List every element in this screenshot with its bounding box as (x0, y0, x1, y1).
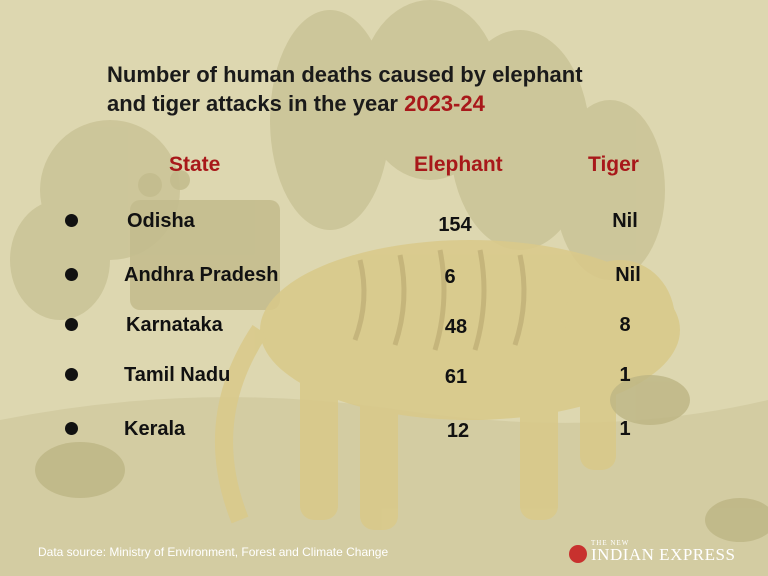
data-source-note: Data source: Ministry of Environment, Fo… (38, 545, 389, 559)
bullet-icon (65, 268, 78, 281)
bullet-icon (65, 318, 78, 331)
elephant-cell: 61 (444, 366, 468, 388)
state-cell: Karnataka (126, 314, 223, 336)
bullet-icon (65, 368, 78, 381)
state-cell: Odisha (127, 210, 195, 232)
tiger-cell: Nil (615, 264, 641, 286)
tiger-cell: Nil (612, 210, 638, 232)
publisher-logo: THE NEW INDIAN EXPRESS (569, 537, 749, 567)
state-cell: Andhra Pradesh (124, 264, 279, 286)
table-row: Karnataka 48 8 (0, 310, 768, 340)
state-cell: Tamil Nadu (124, 364, 231, 386)
tiger-cell: 1 (619, 364, 631, 386)
logo-mark-icon (569, 545, 587, 563)
tiger-cell: 8 (619, 314, 631, 336)
title-line-2: and tiger attacks in the year 2023-24 (107, 89, 707, 118)
logo-small-text: THE NEW (591, 539, 630, 547)
state-cell: Kerala (124, 418, 186, 440)
elephant-cell: 154 (438, 214, 472, 236)
elephant-cell: 48 (444, 316, 468, 338)
table-row: Andhra Pradesh 6 Nil (0, 260, 768, 290)
bullet-icon (65, 214, 78, 227)
table-row: Odisha 154 Nil (0, 206, 768, 236)
column-header-elephant: Elephant (414, 153, 503, 176)
elephant-cell: 12 (446, 420, 470, 442)
elephant-cell: 6 (444, 266, 456, 288)
column-header-state: State (169, 153, 221, 176)
column-header-tiger: Tiger (588, 153, 639, 176)
title-year: 2023-24 (404, 91, 485, 116)
logo-big-text: INDIAN EXPRESS (591, 545, 736, 564)
tiger-cell: 1 (619, 418, 631, 440)
title-line-1: Number of human deaths caused by elephan… (107, 62, 583, 87)
bullet-icon (65, 422, 78, 435)
table-row: Tamil Nadu 61 1 (0, 360, 768, 390)
chart-title: Number of human deaths caused by elephan… (107, 60, 707, 118)
title-line-2-prefix: and tiger attacks in the year (107, 91, 405, 116)
table-row: Kerala 12 1 (0, 414, 768, 444)
